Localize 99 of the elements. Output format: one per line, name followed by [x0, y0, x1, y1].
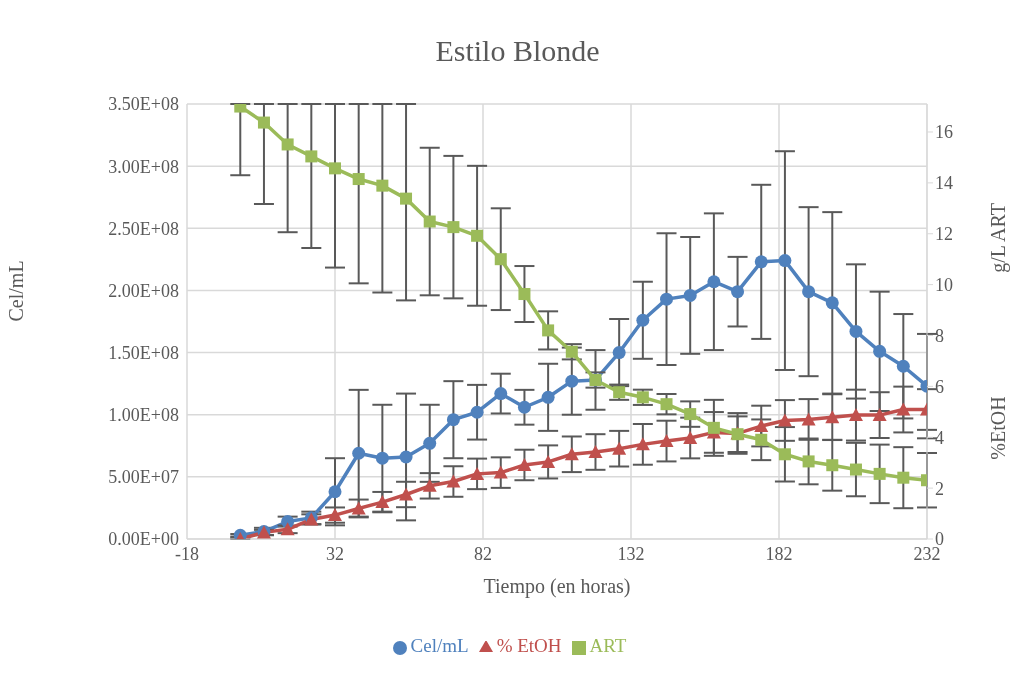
point — [777, 413, 792, 427]
point — [517, 457, 532, 471]
point — [588, 445, 603, 458]
y-tick-label: 2.50E+08 — [108, 218, 179, 239]
point — [281, 138, 294, 151]
point — [707, 421, 720, 434]
point — [399, 450, 413, 464]
point — [802, 285, 816, 299]
y2-tick-label: 16 — [935, 122, 953, 143]
point — [896, 402, 911, 416]
y-tick-label: 3.50E+08 — [108, 94, 179, 115]
point — [376, 179, 389, 192]
point — [399, 487, 414, 501]
point — [423, 215, 436, 228]
y2-axis-title: g/L ART — [986, 203, 1010, 273]
point — [375, 495, 390, 509]
y-tick-label: 2.00E+08 — [108, 280, 179, 301]
legend-label: % EtOH — [496, 635, 562, 656]
point — [707, 275, 721, 289]
point — [328, 485, 342, 499]
point — [778, 254, 792, 268]
x-tick-label: 132 — [617, 543, 645, 564]
point — [731, 285, 745, 299]
point — [470, 405, 484, 419]
point — [305, 150, 318, 163]
point — [684, 408, 697, 421]
point — [660, 398, 673, 411]
point — [423, 436, 437, 450]
point — [564, 447, 579, 461]
y2-tick-label: 2 — [935, 478, 944, 499]
point — [422, 478, 437, 492]
y-tick-label: 5.00E+07 — [108, 467, 179, 488]
point — [754, 255, 768, 269]
point — [755, 433, 768, 446]
point — [848, 408, 863, 422]
point — [471, 229, 484, 242]
point — [896, 359, 910, 373]
point — [446, 474, 461, 488]
point — [517, 400, 531, 414]
point — [635, 437, 650, 451]
point — [683, 288, 697, 302]
legend-label: Cel/mL — [410, 635, 469, 656]
point — [802, 455, 815, 468]
point — [447, 221, 460, 234]
y2-tick-label: 8 — [935, 325, 944, 346]
point — [660, 292, 674, 306]
point — [494, 387, 508, 401]
x-tick-label: 182 — [765, 543, 793, 564]
point — [825, 410, 840, 424]
point — [280, 522, 295, 536]
point — [897, 471, 910, 484]
point — [754, 419, 769, 433]
point — [683, 431, 698, 445]
y-tick-label: 0.00E+00 — [108, 529, 179, 550]
point — [659, 434, 674, 448]
point — [352, 446, 366, 460]
point — [446, 413, 460, 427]
x-tick-label: 32 — [326, 543, 344, 564]
point — [801, 412, 816, 426]
point — [636, 391, 649, 404]
point — [328, 508, 342, 522]
point — [849, 463, 862, 476]
y-tick-label: 3.00E+08 — [108, 156, 179, 177]
point — [873, 344, 887, 358]
y2-tick-label: 4 — [935, 427, 944, 448]
point — [542, 324, 555, 337]
y-tick-label: 1.50E+08 — [108, 342, 179, 363]
point — [565, 374, 579, 388]
y2-tick-label: 12 — [935, 224, 953, 245]
point — [825, 296, 839, 310]
point — [872, 408, 887, 422]
point — [352, 173, 365, 186]
point — [541, 454, 556, 468]
point — [826, 459, 839, 472]
point — [493, 465, 508, 479]
y2-tick-label: 10 — [935, 275, 953, 295]
y2-tick-label: 14 — [935, 173, 953, 194]
y-tick-label: 1.00E+08 — [108, 405, 179, 426]
point — [612, 441, 627, 455]
point — [636, 313, 650, 327]
legend-label: ART — [589, 635, 627, 656]
x-tick-label: 82 — [474, 543, 492, 564]
point — [257, 116, 270, 129]
point — [778, 448, 791, 461]
point — [518, 288, 531, 301]
point — [400, 192, 413, 205]
y2-tick-label: 6 — [935, 376, 944, 397]
point — [375, 451, 389, 465]
point — [494, 253, 507, 266]
point — [612, 346, 626, 360]
point — [470, 466, 485, 480]
point — [329, 162, 341, 175]
point — [873, 467, 886, 480]
point — [849, 324, 863, 338]
y-axis-title: Cel/mL — [5, 260, 28, 322]
x-axis-title: Tiempo (en horas) — [483, 575, 631, 599]
chart-title: Estilo Blonde — [434, 34, 601, 68]
point — [541, 390, 555, 404]
text: %EtOH — [986, 396, 1010, 460]
